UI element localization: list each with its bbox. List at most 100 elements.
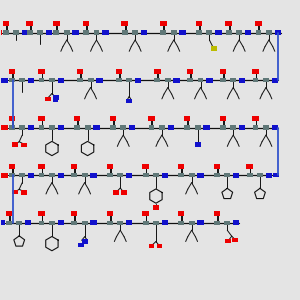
Bar — [167, 125, 174, 130]
Bar — [93, 125, 100, 130]
Bar — [22, 30, 28, 35]
Bar — [255, 21, 262, 26]
Bar — [83, 21, 89, 26]
Bar — [71, 220, 77, 225]
Bar — [110, 116, 116, 121]
Bar — [162, 220, 168, 225]
Bar — [122, 21, 128, 26]
Bar — [214, 173, 220, 178]
Bar — [226, 30, 232, 35]
Bar — [142, 173, 148, 178]
Bar — [220, 116, 226, 121]
Bar — [252, 116, 259, 121]
Bar — [116, 69, 122, 74]
Bar — [263, 78, 269, 82]
Bar — [197, 220, 204, 225]
Bar — [122, 30, 128, 35]
Bar — [26, 21, 33, 26]
Bar — [233, 220, 239, 225]
Bar — [28, 125, 34, 130]
Bar — [148, 125, 154, 130]
Bar — [74, 116, 80, 121]
Bar — [273, 173, 279, 178]
Bar — [12, 142, 18, 147]
Bar — [148, 244, 154, 248]
Bar — [153, 205, 159, 210]
Bar — [120, 125, 126, 130]
Bar — [142, 164, 149, 169]
Bar — [142, 212, 149, 216]
Bar — [53, 95, 59, 100]
Bar — [272, 78, 278, 82]
Bar — [257, 173, 263, 178]
Bar — [9, 78, 15, 82]
Bar — [253, 125, 259, 130]
Bar — [38, 212, 45, 216]
Bar — [266, 173, 272, 178]
Bar — [107, 173, 113, 178]
Bar — [154, 78, 160, 82]
Bar — [272, 125, 278, 130]
Bar — [110, 125, 116, 130]
Bar — [266, 30, 272, 35]
Bar — [178, 173, 184, 178]
Bar — [160, 21, 167, 26]
Bar — [148, 116, 155, 121]
Bar — [25, 220, 32, 225]
Bar — [21, 190, 27, 195]
Bar — [198, 78, 203, 82]
Bar — [71, 164, 77, 169]
Bar — [214, 164, 220, 169]
Bar — [9, 125, 15, 130]
Bar — [206, 30, 212, 35]
Bar — [19, 125, 25, 130]
Bar — [153, 220, 159, 225]
Bar — [171, 30, 177, 35]
Bar — [154, 69, 161, 74]
Bar — [12, 190, 18, 194]
Bar — [220, 69, 226, 74]
Bar — [233, 173, 239, 178]
Bar — [19, 78, 25, 82]
Bar — [5, 212, 12, 216]
Bar — [263, 125, 269, 130]
Bar — [3, 21, 9, 26]
Bar — [49, 125, 55, 130]
Bar — [1, 173, 8, 178]
Bar — [184, 125, 190, 130]
Bar — [53, 21, 60, 26]
Bar — [74, 125, 80, 130]
Bar — [8, 69, 15, 74]
Bar — [116, 78, 122, 82]
Bar — [211, 46, 217, 50]
Bar — [96, 78, 103, 82]
Bar — [159, 125, 165, 130]
Bar — [196, 21, 202, 26]
Bar — [141, 30, 147, 35]
Bar — [153, 173, 159, 178]
Bar — [274, 30, 281, 35]
Bar — [88, 78, 94, 82]
Bar — [19, 173, 25, 178]
Bar — [49, 78, 55, 82]
Bar — [126, 220, 133, 225]
Bar — [8, 116, 15, 121]
Bar — [195, 142, 200, 147]
Bar — [58, 78, 64, 82]
Bar — [187, 69, 194, 74]
Bar — [246, 164, 253, 169]
Bar — [226, 21, 232, 26]
Bar — [16, 220, 22, 225]
Bar — [94, 30, 100, 35]
Bar — [38, 125, 44, 130]
Bar — [106, 212, 113, 216]
Bar — [117, 220, 123, 225]
Bar — [53, 98, 58, 102]
Bar — [38, 116, 45, 121]
Bar — [0, 30, 2, 35]
Bar — [38, 173, 44, 178]
Bar — [58, 173, 64, 178]
Bar — [245, 30, 251, 35]
Bar — [27, 30, 33, 35]
Bar — [82, 239, 88, 244]
